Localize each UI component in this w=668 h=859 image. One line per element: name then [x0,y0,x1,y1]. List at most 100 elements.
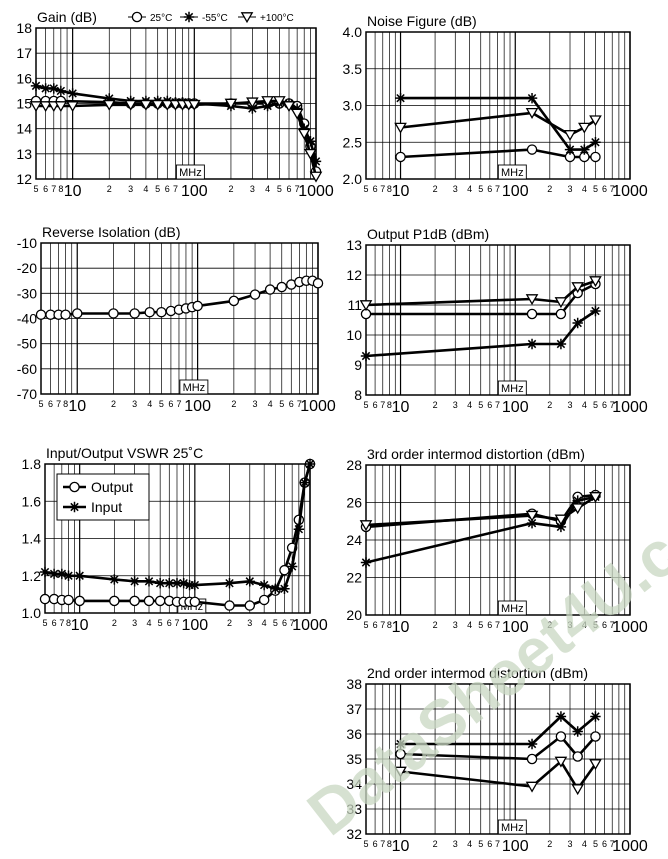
data-point-circle [39,593,51,605]
data-point-circle [228,295,240,307]
x-tick-label: 6 [282,618,287,628]
data-point-star [184,579,195,591]
data-point-circle [144,306,155,318]
y-tick-label: 1.4 [22,531,42,547]
series-line [36,99,318,172]
x-tick-label: 4 [265,184,270,194]
data-point-triangle [589,759,602,771]
x-tick-label: 5 [279,399,284,409]
x-tick-label: 7 [610,620,615,630]
data-point-star [299,123,310,134]
legend-label: Input [91,499,122,515]
x-tick-label: 8 [387,400,392,410]
y-tick-label: 2.0 [343,171,363,187]
y-tick-label: -60 [17,361,37,377]
x-tick-label: 7 [495,400,500,410]
data-point-star [270,583,281,594]
x-tick-label: 1000 [612,183,648,200]
x-tick-label: 5 [478,400,483,410]
data-point-triangle [554,297,568,309]
y-tick-label: 34 [346,776,362,792]
x-tick-label: 5 [363,620,368,630]
x-unit-label: MHz [183,382,206,394]
chart-title: Noise Figure (dB) [367,13,477,29]
data-point-triangle [578,122,591,134]
data-point-star [579,144,590,155]
y-tick-label: 11 [347,297,362,313]
data-point-star [56,568,68,580]
x-tick-label: 5 [363,184,368,194]
x-tick-label: 2 [228,184,233,194]
y-tick-label: 1.2 [22,568,42,584]
y-tick-label: 12 [16,171,32,187]
data-point-triangle [224,98,238,110]
x-tick-label: 1000 [612,399,648,416]
x-tick-label: 3 [453,184,458,194]
x-tick-label: 7 [297,399,302,409]
data-point-circle [526,308,538,320]
y-tick-label: 2.5 [343,134,363,150]
x-tick-label: 10 [68,398,86,415]
x-tick-label: 4 [467,184,472,194]
x-tick-label: 6 [48,399,53,409]
x-tick-label: 6 [167,618,172,628]
legend-marker [131,11,143,23]
data-point-triangle [525,781,539,793]
data-point-triangle [297,128,311,140]
legend-marker [240,12,254,24]
x-tick-label: 4 [146,618,151,628]
x-tick-label: 4 [467,620,472,630]
x-tick-label: 8 [387,620,392,630]
data-point-triangle [160,99,174,111]
x-tick-label: 2 [547,839,552,849]
x-tick-label: 5 [38,399,43,409]
x-tick-label: 6 [286,184,291,194]
data-point-circle [189,596,201,608]
legend-label: -55°C [202,13,228,24]
x-unit-label: MHz [501,603,524,615]
legend-marker [69,481,80,493]
data-point-star [143,576,155,587]
x-tick-label: 4 [582,839,587,849]
x-tick-label: 7 [174,618,179,628]
data-point-star [395,738,406,750]
data-point-circle [156,306,167,318]
x-tick-label: 7 [59,618,64,628]
x-tick-label: 4 [143,184,148,194]
data-point-triangle [273,96,286,108]
unit-box [497,819,527,835]
data-point-star [526,738,538,750]
x-tick-label: 5 [159,399,164,409]
x-tick-label: 7 [295,184,300,194]
y-tick-label: 13 [346,237,362,253]
y-tick-label: 8 [354,387,362,403]
data-point-triangle [29,101,43,113]
x-tick-label: 5 [478,620,483,630]
x-tick-label: 7 [51,184,56,194]
data-point-star [310,156,322,167]
x-tick-label: 6 [487,400,492,410]
x-tick-label: 7 [610,400,615,410]
x-tick-label: 7 [56,399,61,409]
data-point-circle [108,308,119,319]
x-tick-label: 7 [173,184,178,194]
data-point-star [109,574,120,585]
x-tick-label: 6 [165,184,170,194]
legend-marker [69,501,80,513]
data-point-triangle [261,96,274,108]
unit-box [179,379,209,395]
data-point-star [299,477,310,488]
x-tick-label: 7 [495,620,500,630]
data-point-circle [63,594,74,606]
x-tick-label: 100 [181,617,208,634]
y-tick-label: 38 [346,676,362,692]
y-tick-label: 4.0 [343,24,363,40]
data-point-star [555,711,567,722]
x-tick-label: 7 [610,839,615,849]
x-tick-label: 7 [290,618,295,628]
